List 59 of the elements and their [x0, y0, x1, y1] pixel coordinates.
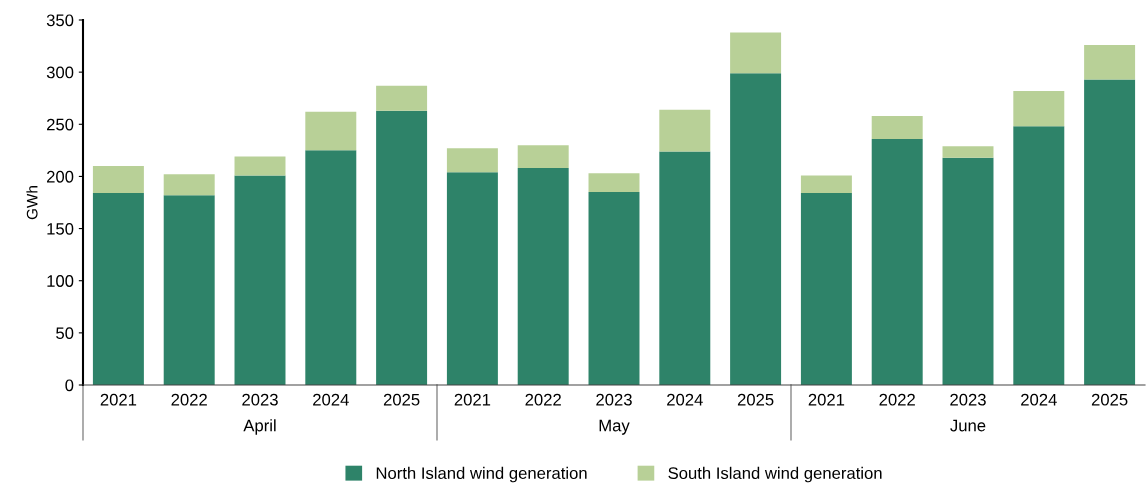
y-axis-title: GWh: [26, 186, 38, 220]
x-tick-label: 2021: [454, 393, 491, 406]
y-tick-label: 50: [56, 327, 74, 340]
x-tick-label: 2025: [737, 393, 774, 406]
bar: [234, 175, 286, 385]
x-tick-label: 2023: [242, 393, 278, 406]
bar: [446, 148, 498, 173]
bar: [659, 109, 711, 152]
bar: [234, 156, 286, 176]
bar: [517, 145, 569, 169]
y-tick-label: 100: [47, 275, 74, 287]
bar: [800, 175, 852, 194]
bar: [1084, 79, 1136, 385]
y-tick-label: 150: [47, 222, 74, 235]
x-tick-label: 2025: [383, 393, 420, 406]
bar: [517, 168, 569, 385]
bar: [659, 151, 711, 385]
x-tick-label: 2021: [100, 393, 137, 406]
legend-label: South Island wind generation: [668, 466, 882, 483]
text: May: [599, 419, 630, 435]
bar: [588, 173, 640, 193]
x-tick-label: 2024: [1021, 393, 1057, 406]
bar: [730, 73, 782, 385]
bar: [800, 193, 852, 385]
bar: [730, 32, 782, 74]
bar: [163, 174, 215, 196]
x-tick-label: 2023: [596, 393, 632, 406]
bar: [446, 172, 498, 385]
x-tick-label: 2021: [808, 393, 845, 406]
legend-label: North Island wind generation: [376, 466, 587, 483]
bar: [305, 111, 357, 151]
bar: [588, 192, 640, 385]
bar: [871, 138, 923, 385]
bar: [305, 150, 357, 385]
bar: [1013, 90, 1065, 127]
text: April: [243, 419, 276, 435]
bar: [942, 146, 994, 158]
bar: [92, 193, 144, 385]
x-tick-label: 2024: [667, 393, 703, 406]
y-tick-label: 250: [47, 118, 74, 131]
bar: [1013, 126, 1065, 385]
bar: [1084, 45, 1136, 80]
x-tick-label: 2022: [525, 393, 561, 406]
y-tick-label: 200: [47, 170, 74, 183]
x-tick-label: 2022: [879, 393, 915, 406]
bar: [871, 115, 923, 139]
bar: [163, 195, 215, 385]
bar: [92, 166, 144, 194]
y-tick-label: 300: [46, 66, 74, 79]
y-tick-label: 350: [46, 14, 74, 27]
x-tick-label: 2023: [950, 393, 986, 406]
y-tick-label: 0: [65, 379, 74, 392]
bar: [942, 157, 994, 385]
bar: [376, 110, 428, 385]
bar: [376, 85, 428, 111]
x-tick-label: 2025: [1091, 393, 1128, 406]
text: June: [950, 419, 986, 432]
x-tick-label: 2024: [313, 393, 349, 406]
x-tick-label: 2022: [171, 393, 207, 406]
